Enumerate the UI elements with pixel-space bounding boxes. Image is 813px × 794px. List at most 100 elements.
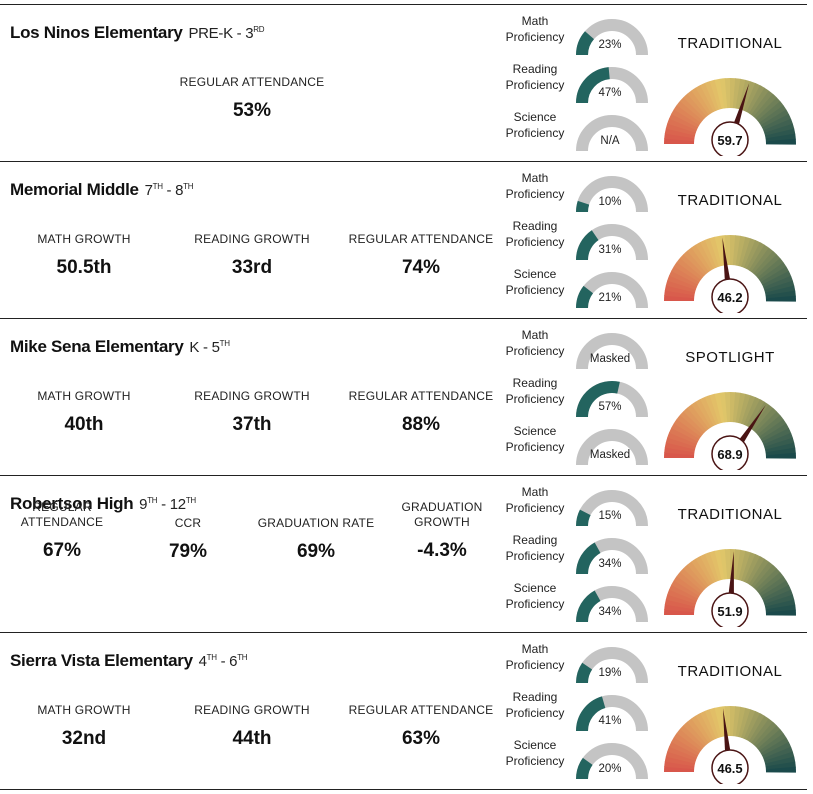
proficiency-word: Proficiency <box>505 501 565 515</box>
proficiency-label: Science Proficiency <box>500 109 570 141</box>
gauge-segment <box>740 552 756 582</box>
score-gauge: 59.7 <box>664 78 796 156</box>
gauge-segment <box>760 109 790 129</box>
gauge-segment <box>765 133 796 142</box>
gauge-segment <box>679 724 705 749</box>
gauge-segment <box>762 742 792 759</box>
gauge-segment <box>764 280 795 294</box>
proficiency-gauge <box>576 695 648 732</box>
proficiency-gauge <box>576 538 648 575</box>
gauge-segment <box>763 589 793 605</box>
gauge-segment <box>759 105 787 126</box>
gauge-segment <box>763 275 793 291</box>
metric: GRADUATION GROWTH -4.3% <box>382 500 502 562</box>
gauge-segment <box>753 250 778 276</box>
score-value: 46.2 <box>717 290 742 305</box>
metric: GRADUATION RATE 69% <box>256 516 376 563</box>
gauge-segment <box>714 235 725 267</box>
proficiency-gauge <box>576 224 648 261</box>
gauge-segment <box>765 761 796 770</box>
proficiency-subject: Reading <box>512 690 558 704</box>
proficiency-label: Math Proficiency <box>500 484 570 516</box>
metric-label: MATH GROWTH <box>37 703 131 717</box>
proficiency-label: Science Proficiency <box>500 266 570 298</box>
gauge-segment <box>709 79 723 110</box>
gauge-segment <box>762 585 792 602</box>
proficiency-label: Math Proficiency <box>500 13 570 45</box>
school-row: Los Ninos Elementary PRE-K - 3RD REGULAR … <box>0 4 807 161</box>
proficiency-gauge <box>576 381 648 418</box>
proficiency-gauge <box>576 743 648 780</box>
score-circle <box>711 592 749 627</box>
gauge-segment <box>763 118 793 134</box>
gauge-segment <box>673 261 702 283</box>
gauge-segment <box>667 746 697 762</box>
gauge-segment <box>687 404 710 431</box>
gauge-segment <box>759 262 787 283</box>
proficiency-fill <box>576 285 594 309</box>
grade-to-suffix: TH <box>219 339 230 348</box>
gauge-segment <box>709 236 723 267</box>
gauge-segment <box>732 392 741 423</box>
gauge-segment <box>669 741 699 759</box>
gauge-segment <box>740 395 756 425</box>
gauge-segment <box>755 97 781 122</box>
metric: REGULAR ATTENDANCE 63% <box>346 703 496 750</box>
grade-to: 5 <box>211 339 220 356</box>
gauge-segment <box>664 604 695 613</box>
proficiency-subject: Science <box>513 424 557 438</box>
score-value: 59.7 <box>717 133 742 148</box>
gauge-segment <box>714 706 725 738</box>
gauge-segment <box>719 78 728 109</box>
proficiency-value: Masked <box>589 353 631 365</box>
gauge-segment <box>695 398 715 428</box>
proficiency-row: Math Proficiency 19% <box>500 639 650 687</box>
proficiency-gauge <box>576 647 648 684</box>
gauge-segment <box>695 241 715 271</box>
gauge-segment <box>669 427 699 445</box>
gauge-segment <box>664 598 696 610</box>
gauge-segment <box>665 122 696 136</box>
proficiency-gauge <box>576 272 648 309</box>
metric: READING GROWTH 44th <box>177 703 327 750</box>
gauge-segment <box>669 584 699 602</box>
model-label: TRADITIONAL <box>677 35 783 52</box>
proficiency-label: Math Proficiency <box>500 327 570 359</box>
gauge-segment <box>665 593 696 607</box>
score-circle <box>711 749 749 784</box>
metric-value: 40th <box>64 414 104 435</box>
gauge-segment <box>673 418 702 440</box>
gauge-segment <box>700 396 717 426</box>
metric: READING GROWTH 33rd <box>177 232 327 279</box>
metric-label: MATH GROWTH <box>37 232 131 246</box>
grade-span: 4TH - 6TH <box>198 653 248 670</box>
metric-value: 88% <box>401 414 441 435</box>
model-label: SPOTLIGHT <box>685 349 775 366</box>
grade-span: 7TH - 8TH <box>144 182 194 199</box>
grade-from-suffix: TH <box>152 182 163 191</box>
proficiency-subject: Science <box>513 110 557 124</box>
gauge-segment <box>704 709 720 739</box>
gauge-segment <box>757 415 784 438</box>
gauge-segment <box>700 710 717 740</box>
gauge-segment <box>704 81 720 111</box>
metric-label: CCR <box>174 516 202 530</box>
gauge-segment <box>704 395 720 425</box>
gauge-segment <box>735 706 747 738</box>
gauge-segment <box>753 721 778 747</box>
school-header: Memorial Middle 7TH - 8TH <box>10 180 194 200</box>
gauge-segment <box>757 101 784 124</box>
gauge-segment <box>735 392 747 424</box>
score-gauge: 46.5 <box>664 706 796 784</box>
gauge-segment <box>687 90 710 117</box>
proficiency-word: Proficiency <box>505 706 565 720</box>
gauge-segment <box>700 239 717 269</box>
proficiency-value: 15% <box>598 510 622 522</box>
gauge-segment <box>764 599 796 610</box>
gauge-segment <box>669 113 699 131</box>
proficiency-gauge <box>576 19 648 56</box>
gauge-segment <box>664 447 695 456</box>
metric-label: REGULAR ATTENDANCE <box>348 389 494 403</box>
metric-value: 33rd <box>231 257 273 278</box>
gauge-segment <box>683 407 708 433</box>
